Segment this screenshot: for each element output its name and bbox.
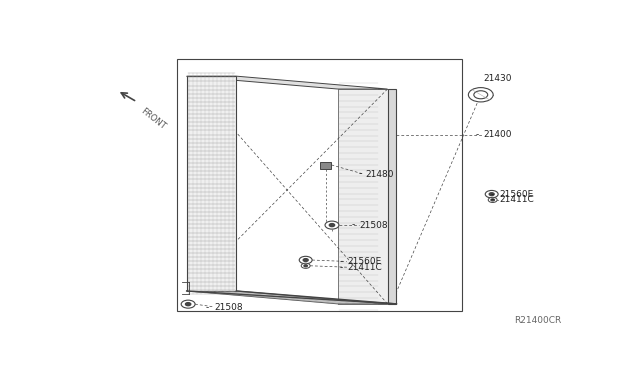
Circle shape [300, 256, 312, 264]
Circle shape [468, 87, 493, 102]
Circle shape [485, 190, 498, 198]
Text: 21411C: 21411C [348, 263, 383, 272]
Text: 21480: 21480 [365, 170, 394, 179]
Text: 21560E: 21560E [348, 257, 382, 266]
Circle shape [330, 224, 335, 227]
Text: -: - [476, 130, 479, 140]
Circle shape [488, 197, 497, 202]
Text: 21400: 21400 [484, 130, 512, 140]
Text: 21560E: 21560E [499, 190, 533, 199]
Bar [319, 162, 332, 169]
Text: -: - [339, 263, 342, 272]
Text: FRONT: FRONT [138, 106, 167, 131]
Circle shape [491, 199, 494, 201]
Text: 21508: 21508 [214, 303, 243, 312]
Circle shape [325, 221, 339, 229]
Circle shape [181, 300, 195, 308]
Text: R21400CR: R21400CR [514, 316, 561, 325]
Circle shape [303, 259, 308, 262]
Circle shape [474, 91, 488, 99]
Circle shape [186, 303, 191, 306]
Text: -: - [359, 170, 362, 179]
Circle shape [304, 265, 307, 267]
Text: -: - [491, 190, 494, 199]
Bar [388, 89, 396, 304]
Text: -: - [351, 221, 355, 230]
Text: -: - [205, 303, 209, 312]
Polygon shape [338, 89, 388, 304]
Circle shape [301, 263, 310, 268]
Text: 21411C: 21411C [499, 195, 534, 204]
Text: 21430: 21430 [484, 74, 512, 83]
Bar [187, 76, 236, 291]
Text: 21508: 21508 [360, 221, 388, 230]
Polygon shape [187, 291, 388, 304]
Text: -: - [491, 195, 494, 204]
Circle shape [489, 193, 494, 196]
Text: -: - [339, 257, 342, 266]
Polygon shape [187, 76, 388, 89]
Bar [177, 59, 462, 311]
